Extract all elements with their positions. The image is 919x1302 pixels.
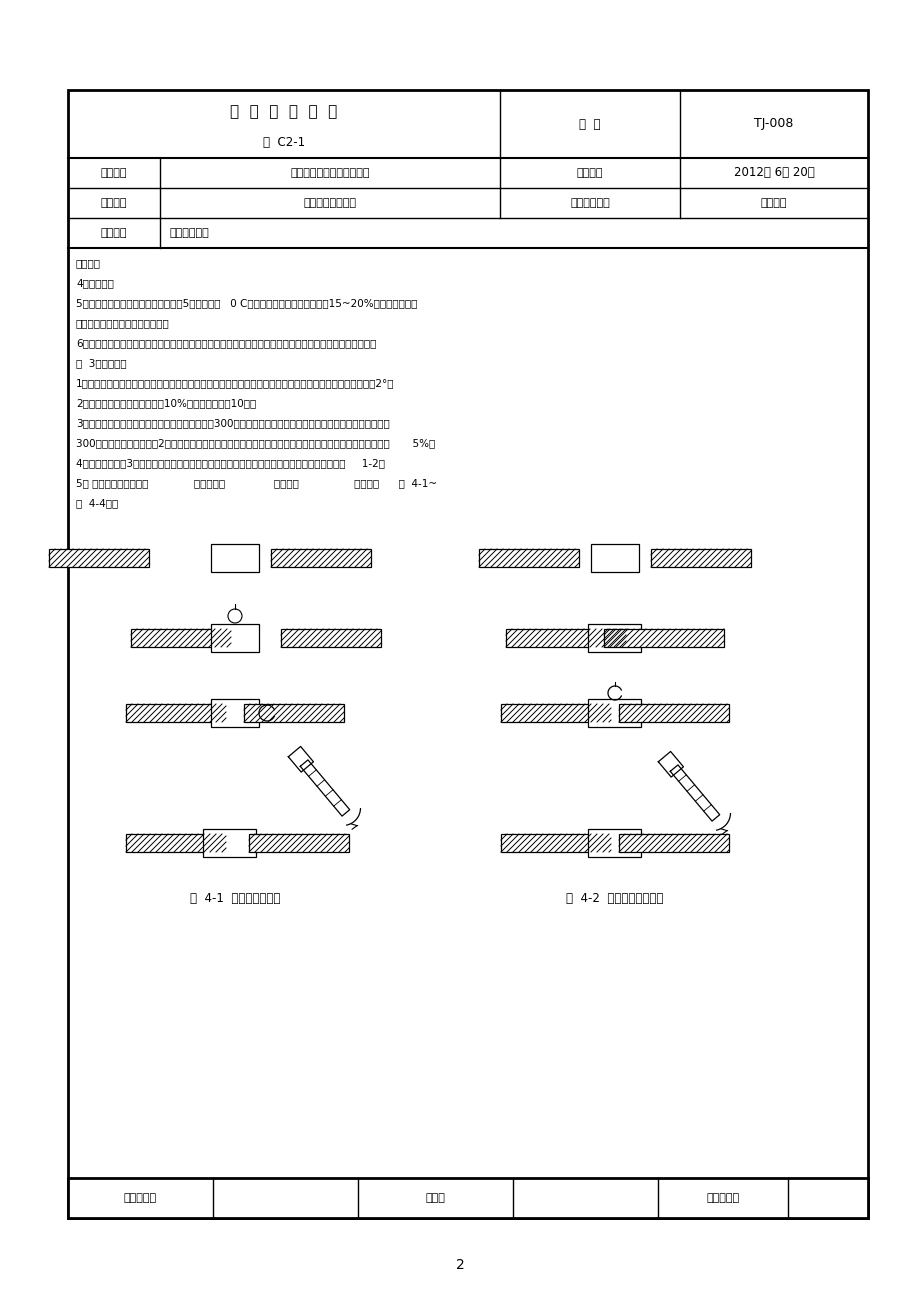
Text: 结构工程: 结构工程 [760,198,787,208]
Bar [126,704,226,723]
Text: 图  4-2  套筒挤压连接示意: 图 4-2 套筒挤压连接示意 [566,892,663,905]
Text: 否则要采取保温措施后方可施工。: 否则要采取保温措施后方可施工。 [76,318,170,328]
Text: 1、钉筋套筒挤压连接接头应进行外观检查，其质量应符合以下规定：接头钉筋与套筒轴线的偏差角不得大于2°；: 1、钉筋套筒挤压连接接头应进行外观检查，其质量应符合以下规定：接头钉筋与套筒轴线… [76,378,394,388]
Bar [126,835,226,852]
Bar [68,1178,867,1217]
Text: 交底人: 交底人 [425,1193,445,1203]
Text: 三  3、质量标准: 三 3、质量标准 [76,358,127,368]
Bar [479,549,578,566]
Bar [68,90,867,1217]
Text: 交底内容: 交底内容 [76,258,101,268]
Bar [280,629,380,647]
Text: 交底日期: 交底日期 [576,168,603,178]
Bar [505,629,625,647]
Text: 编  号: 编 号 [579,117,600,130]
Bar [210,624,259,652]
Bar [210,544,259,572]
Text: 5） 套筒挤压连接工艺：              挤压前准备               压接操作                 压接检验      图  : 5） 套筒挤压连接工艺： 挤压前准备 压接操作 压接检验 图 [76,478,437,488]
Bar [501,704,610,723]
Text: 钉筋套筒挤压连接技术交底: 钉筋套筒挤压连接技术交底 [289,168,369,178]
Bar [618,835,728,852]
Text: 技  术  交  底  记  录: 技 术 交 底 记 录 [230,104,337,120]
Text: 6、安全文明施工：操作人员必须正确佩戴和使用劳动防护用品，操作中防止高空坠物及设备伤人事故发生。: 6、安全文明施工：操作人员必须正确佩戴和使用劳动防护用品，操作中防止高空坠物及设… [76,339,376,348]
Bar [244,704,344,723]
Bar [203,829,256,857]
Text: 4、接头检验: 4、接头检验 [76,279,114,288]
Bar [618,704,728,723]
Text: 分部工程名称: 分部工程名称 [570,198,609,208]
Text: 2012年 6月 20日: 2012年 6月 20日 [732,167,813,180]
Bar [49,549,149,566]
Bar [588,829,641,857]
Text: 被交底人员: 被交底人员 [706,1193,739,1203]
Bar [271,549,370,566]
Bar [210,699,259,727]
Text: 交底项目: 交底项目 [101,228,127,238]
Text: 4、每批随机抽取3个接头进行抗拉强度试验，取最大値，若不合格，再取双倍试件，仍不合格按     1-2处: 4、每批随机抽取3个接头进行抗拉强度试验，取最大値，若不合格，再取双倍试件，仍不… [76,458,384,467]
Bar [604,629,723,647]
Text: 钉筋套筒连接: 钉筋套筒连接 [170,228,210,238]
Text: 技术负责人: 技术负责人 [124,1193,157,1203]
Text: 建工建设有限公司: 建工建设有限公司 [303,198,357,208]
Text: 工程名称: 工程名称 [101,168,127,178]
Text: 3、钉筋套筒挤压连接接头力学性能检验时，应以300个同鑉筋级别、同直径、同套筒型号的接头为一批，不足: 3、钉筋套筒挤压连接接头力学性能检验时，应以300个同鑉筋级别、同直径、同套筒型… [76,418,390,428]
Bar [588,624,641,652]
Bar [651,549,750,566]
Bar [130,629,231,647]
Bar [249,835,348,852]
Text: 2、接头外观检查时，每批抽取10%的接头且不少于10个。: 2、接头外观检查时，每批抽取10%的接头且不少于10个。 [76,398,256,408]
Text: 2: 2 [455,1258,464,1272]
Text: 图  4-4所示: 图 4-4所示 [76,497,119,508]
Text: 5、冬季施工：当室外日平均气温连续5天稳定低于   0 C时进入冬季施工，气温低于－15~20%时应停止施工，: 5、冬季施工：当室外日平均气温连续5天稳定低于 0 C时进入冬季施工，气温低于－… [76,298,417,309]
Bar [501,835,610,852]
Bar [588,699,641,727]
Text: 施工单位: 施工单位 [101,198,127,208]
Bar [590,544,639,572]
Text: 第  C2-1: 第 C2-1 [263,135,305,148]
Text: 300个按一批计算；若使用2种及以上套筒型号，则每种各取一组试件；抗拉强度不低于鑉筋抗拉强度标准値的       5%时: 300个按一批计算；若使用2种及以上套筒型号，则每种各取一组试件；抗拉强度不低于… [76,437,435,448]
Text: 图  4-1  直贡纹连接示意: 图 4-1 直贡纹连接示意 [189,892,280,905]
Text: TJ-008: TJ-008 [754,117,793,130]
